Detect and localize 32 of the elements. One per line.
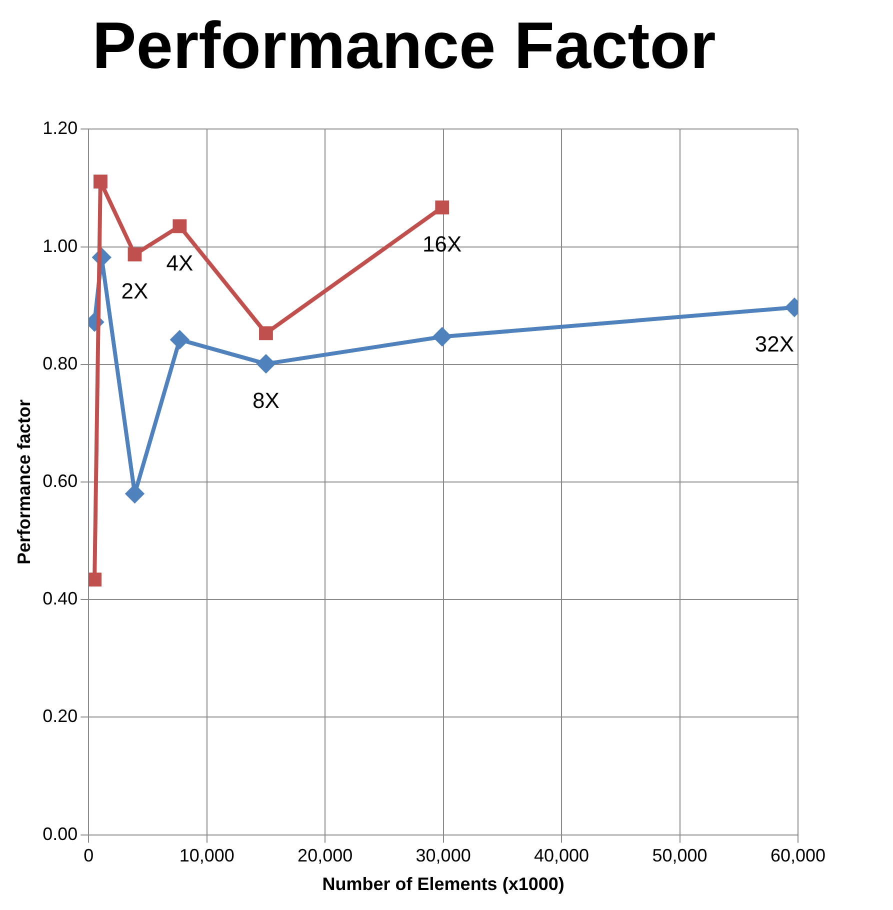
point [172,219,187,234]
point [128,247,142,262]
annotation: 16X [422,231,462,256]
x-tick-label: 50,000 [652,846,708,866]
point [126,484,144,503]
point [88,572,102,587]
x-tick-label: 30,000 [416,846,471,866]
y-tick-label: 0.80 [42,353,78,374]
y-axis-title: Performance factor [14,399,34,565]
annotation: 32X [754,331,794,356]
x-axis-title: Number of Elements (x1000) [322,874,564,894]
point [433,328,452,346]
annotation: 2X [121,278,149,304]
point [435,200,450,214]
y-tick-label: 0.20 [42,706,78,726]
y-tick-label: 0.00 [42,824,78,844]
y-tick-label: 1.00 [42,236,78,256]
annotation: 4X [166,250,194,276]
y-tick-label: 0.60 [42,470,78,491]
x-tick-label: 20,000 [298,846,353,866]
x-tick-label: 0 [84,846,94,866]
x-tick-label: 60,000 [770,846,826,866]
chart-title: Performance Factor [92,8,716,82]
point [256,354,275,373]
point [259,326,273,340]
point [170,330,189,349]
annotation: 8X [252,388,280,413]
point [94,174,108,188]
x-tick-label: 40,000 [534,846,590,866]
y-tick-label: 1.20 [42,118,78,138]
y-tick-label: 0.40 [42,588,78,609]
x-tick-label: 10,000 [179,846,234,866]
